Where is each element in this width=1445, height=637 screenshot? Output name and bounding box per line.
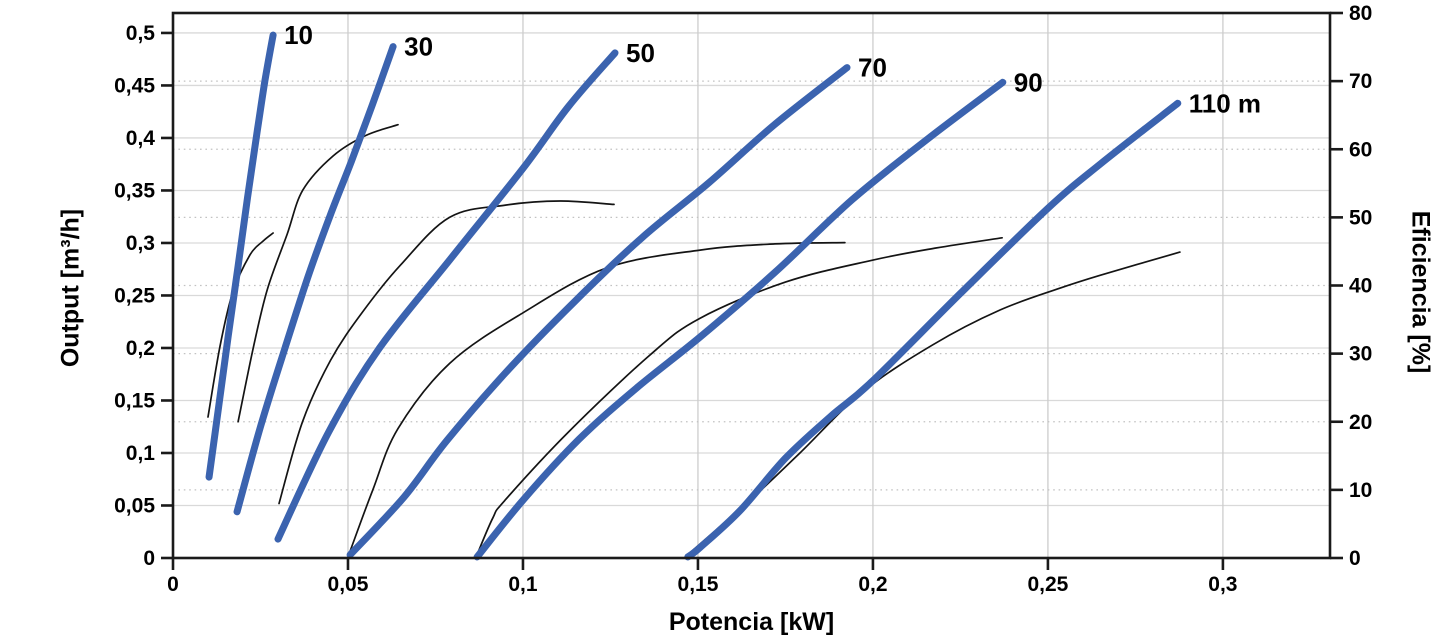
x-axis-tick-label: 0,25 [1027, 573, 1068, 596]
right-axis-tick-label: 80 [1349, 2, 1372, 25]
head-curve-label-50: 50 [626, 38, 655, 68]
right-axis-tick-label: 30 [1349, 343, 1372, 366]
head-curve-label-10: 10 [284, 20, 313, 50]
right-axis-tick-label: 20 [1349, 411, 1372, 434]
x-axis-title: Potencia [kW] [668, 608, 835, 636]
head-curve-50 [274, 49, 619, 543]
left-axis-tick-label: 0 [143, 547, 155, 570]
x-axis-tick-label: 0,15 [678, 573, 719, 596]
head-curve-label-90: 90 [1014, 67, 1043, 97]
left-axis-tick-label: 0,5 [126, 22, 156, 45]
right-axis-tick-label: 0 [1349, 547, 1361, 570]
x-axis-tick-label: 0,1 [508, 573, 538, 596]
head-curve-label-70: 70 [858, 53, 887, 83]
efficiency-curve-eff-110 [686, 251, 1181, 556]
right-axis-tick-label: 60 [1349, 138, 1372, 161]
head-curve-30 [233, 43, 397, 516]
x-axis-tick-label: 0,2 [858, 573, 887, 596]
efficiency-curve-eff-30 [237, 123, 399, 423]
x-axis-tick-label: 0,3 [1208, 573, 1237, 596]
head-curve-10 [205, 31, 277, 481]
efficiency-curve-eff-50 [278, 200, 615, 505]
efficiency-curve-eff-70 [349, 241, 846, 553]
left-axis-tick-label: 0,4 [126, 127, 156, 150]
right-axis-tick-label: 10 [1349, 479, 1372, 502]
left-axis-tick-label: 0,2 [126, 337, 155, 360]
efficiency-curve-eff-90 [476, 236, 1003, 556]
right-y-axis-title: Eficiencia [%] [1406, 210, 1435, 374]
left-axis-tick-label: 0,3 [126, 232, 155, 255]
left-axis-tick-label: 0,05 [114, 494, 155, 517]
head-curve-110 [684, 99, 1182, 561]
x-axis-tick-label: 0 [167, 573, 179, 596]
head-curve-90 [473, 78, 1007, 561]
right-axis-tick-label: 50 [1349, 206, 1372, 229]
head-curve-70 [346, 64, 851, 559]
right-axis-tick-label: 70 [1349, 70, 1372, 93]
left-axis-tick-label: 0,25 [114, 284, 155, 307]
head-curve-label-110: 110 m [1189, 88, 1261, 118]
left-axis-tick-label: 0,45 [114, 74, 155, 97]
x-axis-tick-label: 0,05 [328, 573, 369, 596]
left-y-axis-title: Output [m³/h] [56, 208, 85, 368]
head-curve-label-30: 30 [404, 32, 433, 62]
left-axis-tick-label: 0,35 [114, 179, 155, 202]
left-axis-tick-label: 0,15 [114, 389, 155, 412]
left-axis-tick-label: 0,1 [126, 442, 156, 465]
right-axis-tick-label: 40 [1349, 275, 1372, 298]
